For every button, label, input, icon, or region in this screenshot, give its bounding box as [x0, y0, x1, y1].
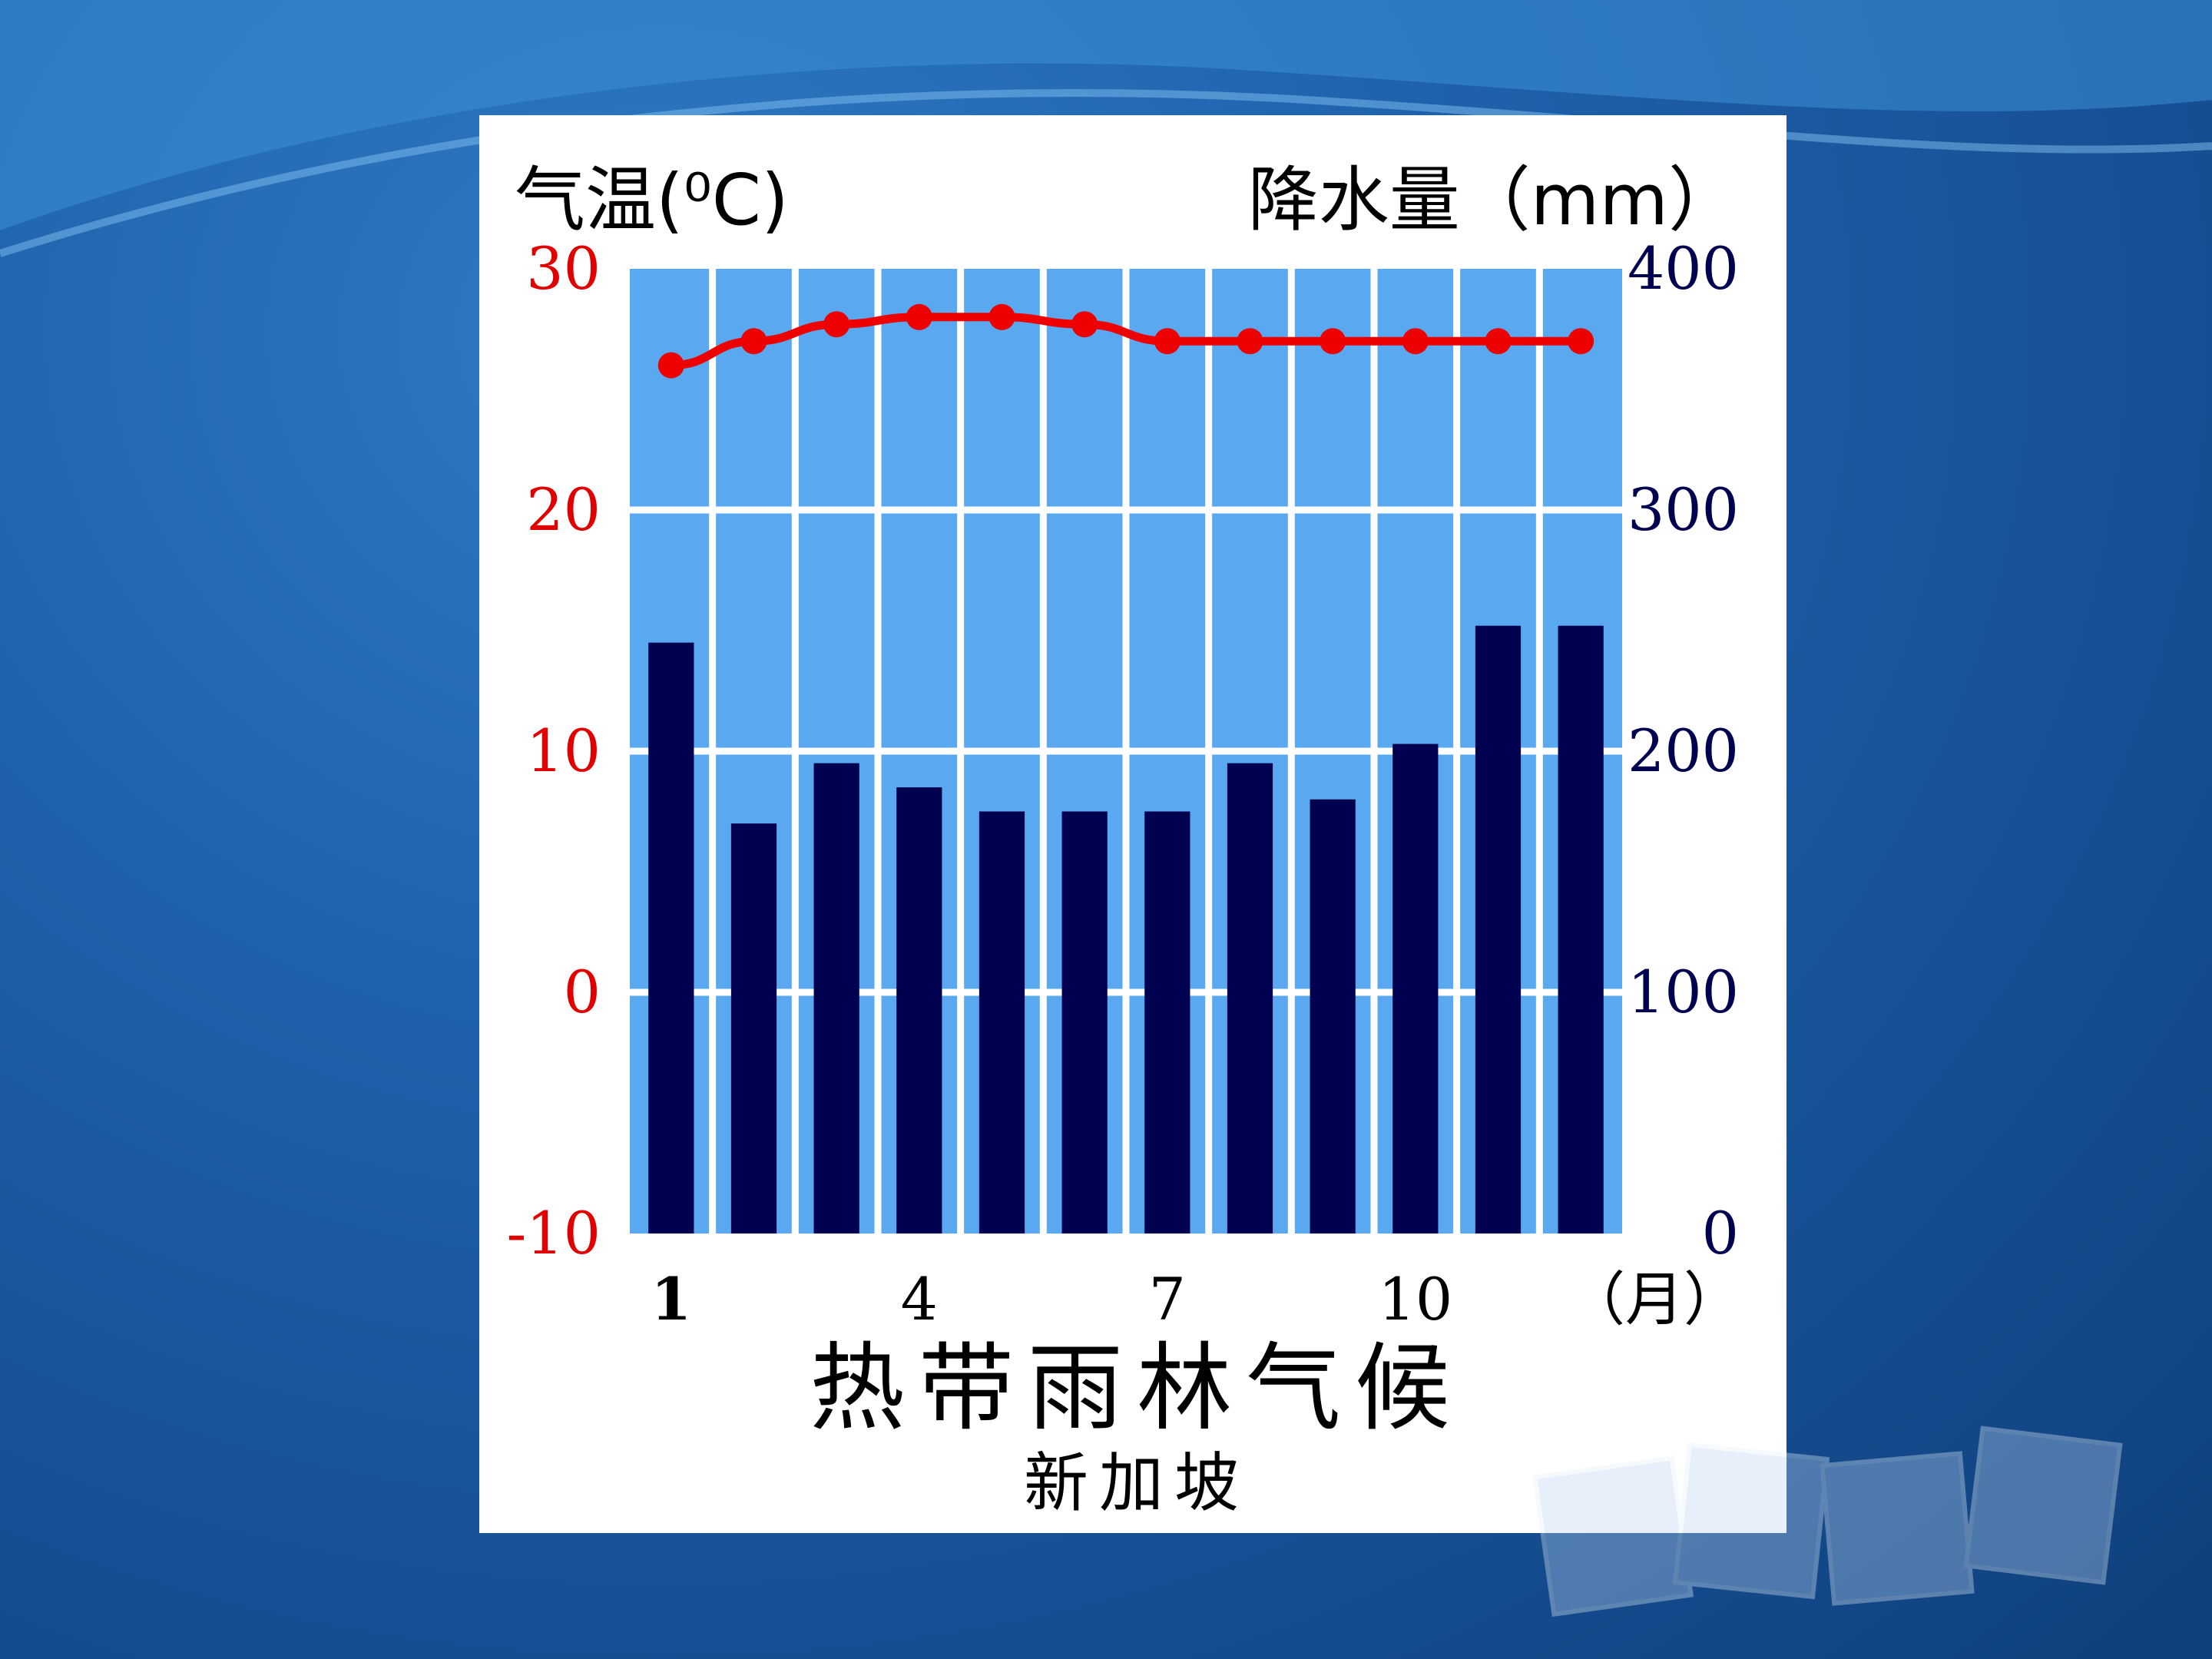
right-tick-label: 200 [1628, 717, 1739, 785]
temp-point-month-1 [657, 352, 684, 379]
right-tick-label: 100 [1628, 958, 1739, 1026]
precip-bar-month-9 [1310, 799, 1356, 1233]
left-axis-label: 气温(⁰C) [515, 159, 789, 241]
x-axis-unit: （月） [1567, 1265, 1742, 1333]
precip-bar-month-6 [1061, 811, 1108, 1233]
precip-bar-month-1 [648, 642, 694, 1233]
temp-point-month-8 [1237, 328, 1263, 355]
x-tick-label-7: 7 [1149, 1265, 1186, 1333]
precip-bar-month-10 [1392, 743, 1439, 1233]
precip-bar-month-7 [1144, 811, 1190, 1233]
right-tick-label: 400 [1628, 234, 1739, 303]
right-tick-label: 0 [1702, 1199, 1739, 1267]
temp-point-month-7 [1154, 328, 1181, 355]
left-tick-label: -10 [507, 1199, 601, 1267]
chart-title: 热带雨林气候 [810, 1333, 1464, 1444]
slide-wave-highlight [0, 89, 2212, 257]
x-tick-label-1: 1 [651, 1265, 691, 1333]
temp-point-month-4 [906, 303, 932, 330]
precip-bar-month-5 [979, 811, 1025, 1233]
left-tick-label: 30 [526, 234, 601, 303]
precip-bar-month-2 [730, 823, 777, 1233]
watermark-logo [1532, 1426, 2123, 1618]
temperature-line-group [657, 303, 1594, 379]
right-tick-label: 300 [1628, 475, 1739, 544]
slide-wave [0, 0, 2212, 230]
temp-point-month-10 [1402, 328, 1429, 355]
precip-bar-month-4 [896, 787, 942, 1233]
temp-point-month-3 [823, 311, 850, 338]
temp-point-month-2 [740, 328, 767, 355]
precip-bar-month-8 [1227, 763, 1273, 1233]
precip-bar-month-11 [1475, 625, 1522, 1233]
climate-chart-panel: 气温(⁰C) 降水量（mm） 30 20 10 0 -10 400 300 200 100 0 … [479, 115, 1786, 1533]
right-axis-ticks: 400 300 200 100 0 [1628, 234, 1739, 1267]
temp-point-month-12 [1568, 328, 1594, 355]
x-axis-ticks: 1 4 7 10 [651, 1265, 1452, 1333]
temp-point-month-6 [1071, 311, 1098, 338]
left-axis-ticks: 30 20 10 0 -10 [507, 234, 601, 1267]
temp-point-month-9 [1320, 328, 1346, 355]
left-tick-label: 10 [526, 717, 601, 785]
chart-subtitle: 新加坡 [1024, 1445, 1250, 1521]
precip-bar-month-12 [1558, 625, 1604, 1233]
plot-grid [630, 269, 1622, 1233]
x-tick-label-4: 4 [901, 1265, 938, 1333]
temp-point-month-11 [1485, 328, 1512, 355]
precipitation-bars [648, 625, 1604, 1233]
right-axis-label: 降水量（mm） [1248, 159, 1739, 241]
precip-bar-month-3 [813, 763, 859, 1233]
left-tick-label: 0 [564, 958, 601, 1026]
left-tick-label: 20 [526, 475, 601, 544]
temp-point-month-5 [988, 303, 1015, 330]
x-tick-label-10: 10 [1378, 1265, 1452, 1333]
